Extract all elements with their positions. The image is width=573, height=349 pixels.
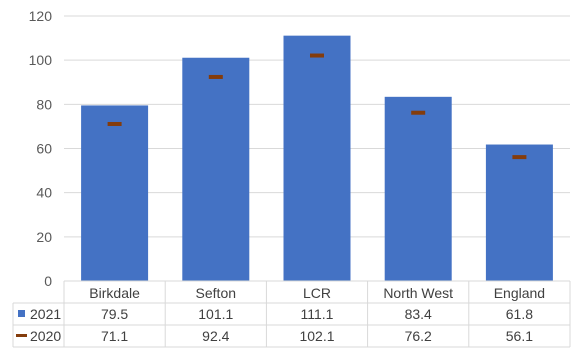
marker-2020 [512,155,527,160]
category-label: LCR [303,285,331,301]
table-cell: 101.1 [198,306,233,322]
bar-2021 [81,105,149,281]
table-cell: 102.1 [299,328,334,344]
y-tick-label: 100 [29,52,53,68]
data-table: Birkdale Sefton LCR North West England 2021 79… [12,280,571,348]
bar-2021 [485,144,553,281]
legend-key-2020 [16,334,27,337]
marker-2020 [208,74,223,79]
category-label: Sefton [196,285,236,301]
table-cell: 76.2 [405,328,432,344]
marker-2020 [411,110,426,115]
category-label: Birkdale [89,285,140,301]
table-cell: 71.1 [101,328,128,344]
marker-2020 [310,53,324,58]
bar-2021 [283,35,351,281]
y-tick-label: 60 [36,141,52,157]
bar-2021 [182,57,250,281]
table-cell: 92.4 [202,328,229,344]
category-label: North West [383,285,453,301]
series-label: 2021 [30,306,61,322]
series-label: 2020 [30,328,61,344]
y-axis-tick-labels: 0 20 40 60 80 100 120 [29,8,53,289]
table-cell: 83.4 [405,306,432,322]
y-tick-label: 80 [36,96,52,112]
y-tick-label: 0 [44,273,52,289]
markers-2020 [107,53,527,160]
category-label: England [494,285,545,301]
marker-2020 [107,121,122,126]
table-cell: 61.8 [506,306,533,322]
y-tick-label: 40 [36,185,52,201]
table-cell: 79.5 [101,306,128,322]
y-tick-label: 120 [29,8,53,24]
table-cell: 56.1 [506,328,533,344]
legend-key-2021 [18,310,25,317]
bar-2021 [384,96,452,281]
table-cell: 111.1 [301,306,334,322]
bars-2021 [81,35,553,281]
y-tick-label: 20 [36,229,52,245]
